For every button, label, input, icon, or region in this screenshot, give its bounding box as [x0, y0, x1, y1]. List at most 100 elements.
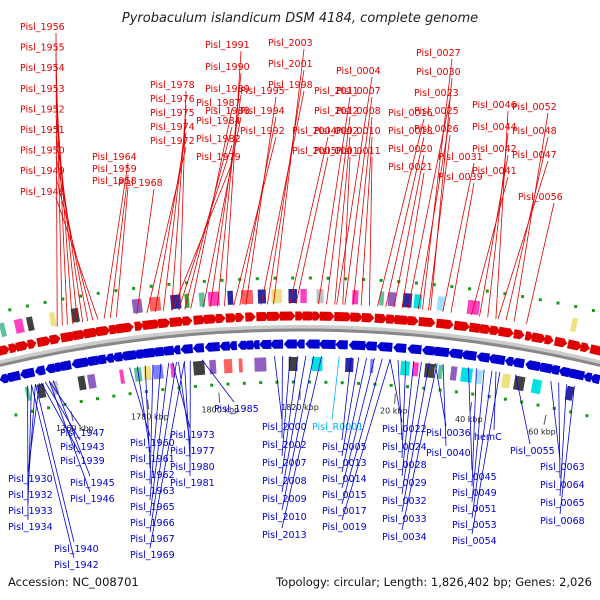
gene-leader-line [149, 361, 177, 533]
gene-leader-line [149, 364, 154, 485]
genome-ring [0, 276, 600, 418]
inner-guide-dot [112, 394, 116, 398]
tick-mark [394, 393, 396, 404]
gene-label: Pisl_0021 [388, 162, 433, 173]
gene-label: Pisl_0052 [512, 102, 557, 113]
gene-leader-line [190, 108, 233, 309]
reverse-feature-box [564, 385, 575, 401]
gene-leader-line [497, 160, 549, 320]
reverse-gene [133, 349, 144, 359]
reverse-gene [219, 341, 231, 351]
outer-guide-dot [468, 287, 472, 291]
tick-mark [543, 414, 547, 425]
reverse-gene [34, 365, 46, 376]
forward-feature-box [387, 291, 397, 307]
outer-guide-dot [538, 298, 542, 302]
outer-guide-dot [291, 276, 295, 280]
gene-label: Pisl_2008 [262, 476, 307, 487]
gene-label: Pisl_2003 [268, 38, 313, 49]
gene-leader-line [397, 359, 403, 441]
gene-leader-line [136, 188, 155, 315]
gene-label: Pisl_1956 [20, 22, 65, 33]
topology-summary: Topology: circular; Length: 1,826,402 bp… [275, 575, 592, 589]
gene-leader-line [341, 358, 375, 489]
gene-label: Pisl_0049 [452, 488, 497, 499]
gene-leader-line [52, 380, 91, 477]
ring-backbone-shadow [0, 325, 600, 367]
reverse-gene [192, 343, 205, 353]
outer-guide-dot [308, 276, 312, 280]
gene-label: Pisl_0024 [382, 442, 427, 453]
gene-leader-line [267, 69, 305, 305]
gene-leader-line [393, 154, 425, 308]
gene-leader-line [341, 356, 352, 441]
gene-leader-line [515, 374, 531, 445]
gene-leader-line [352, 116, 373, 306]
gene-leader-line [401, 360, 407, 459]
gene-leader-line [103, 162, 129, 319]
outer-guide-dot [149, 284, 153, 288]
gene-label: Pisl_1955 [20, 43, 65, 54]
forward-gene [245, 312, 256, 322]
outer-guide [8, 276, 595, 312]
forward-feature-box [227, 290, 234, 305]
gene-label: Pisl_0042 [472, 144, 517, 155]
reverse-gene [504, 356, 514, 367]
gene-label: Pisl_1947 [60, 428, 105, 439]
gene-label: Pisl_1963 [130, 486, 175, 497]
reverse-gene [318, 339, 336, 349]
gene-leader-line [144, 365, 151, 469]
outer-guide-dot [432, 283, 436, 287]
forward-feature-box [70, 307, 81, 323]
gene-label: Pisl_1995 [240, 86, 285, 97]
gene-label: Pisl_0055 [510, 446, 555, 457]
gene-label: Pisl_0039 [438, 172, 483, 183]
gene-leader-line [178, 144, 233, 310]
forward-feature-box [300, 288, 307, 304]
gene-leader-line [401, 361, 415, 477]
gene-leader-line [116, 186, 129, 317]
reverse-gene [583, 372, 593, 383]
gene-label: Pisl_1952 [20, 104, 65, 115]
reverse-gene [364, 341, 378, 351]
gene-leader-line [559, 386, 575, 515]
reverse-gene [20, 367, 36, 379]
forward-gene [319, 311, 335, 321]
forward-gene [394, 314, 411, 325]
forward-feature-box [198, 292, 206, 307]
gene-label: Pisl_0053 [452, 520, 497, 531]
gene-leader-line [550, 381, 561, 461]
gene-label: Pisl_1940 [54, 544, 99, 555]
gene-leader-line [274, 356, 283, 421]
gene-leader-line [341, 357, 367, 473]
inner-guide-dot [14, 413, 18, 417]
gene-label: Pisl_1974 [150, 122, 195, 133]
gene-label: Pisl_0041 [472, 166, 517, 177]
reverse-gene [305, 339, 320, 349]
gene-leader-line [239, 116, 277, 306]
reverse-feature-box [460, 367, 474, 383]
forward-gene [553, 336, 568, 348]
outer-guide-dot [220, 278, 224, 282]
forward-gene [385, 314, 397, 324]
outer-guide-dot [185, 281, 189, 285]
gene-leader-line [468, 367, 473, 471]
reverse-gene [204, 342, 220, 352]
reverse-gene [590, 373, 600, 385]
gene-label: Pisl_1934 [8, 522, 53, 533]
gene-leader-line [479, 154, 509, 317]
forward-feature-box [48, 311, 57, 327]
ring-backbone [0, 328, 600, 367]
forward-gene [49, 334, 61, 345]
gene-label: Pisl_1989 [205, 84, 250, 95]
reverse-gene [488, 354, 506, 365]
inner-guide-dot [30, 409, 34, 413]
gene-label: Pisl_1966 [130, 518, 175, 529]
reverse-gene [476, 352, 491, 363]
forward-gene [134, 321, 144, 331]
forward-gene [361, 312, 375, 323]
gene-leader-line [273, 48, 305, 305]
reverse-gene [112, 352, 123, 362]
gene-label: Pisl_1943 [60, 442, 105, 453]
gene-leader-line [334, 136, 351, 305]
